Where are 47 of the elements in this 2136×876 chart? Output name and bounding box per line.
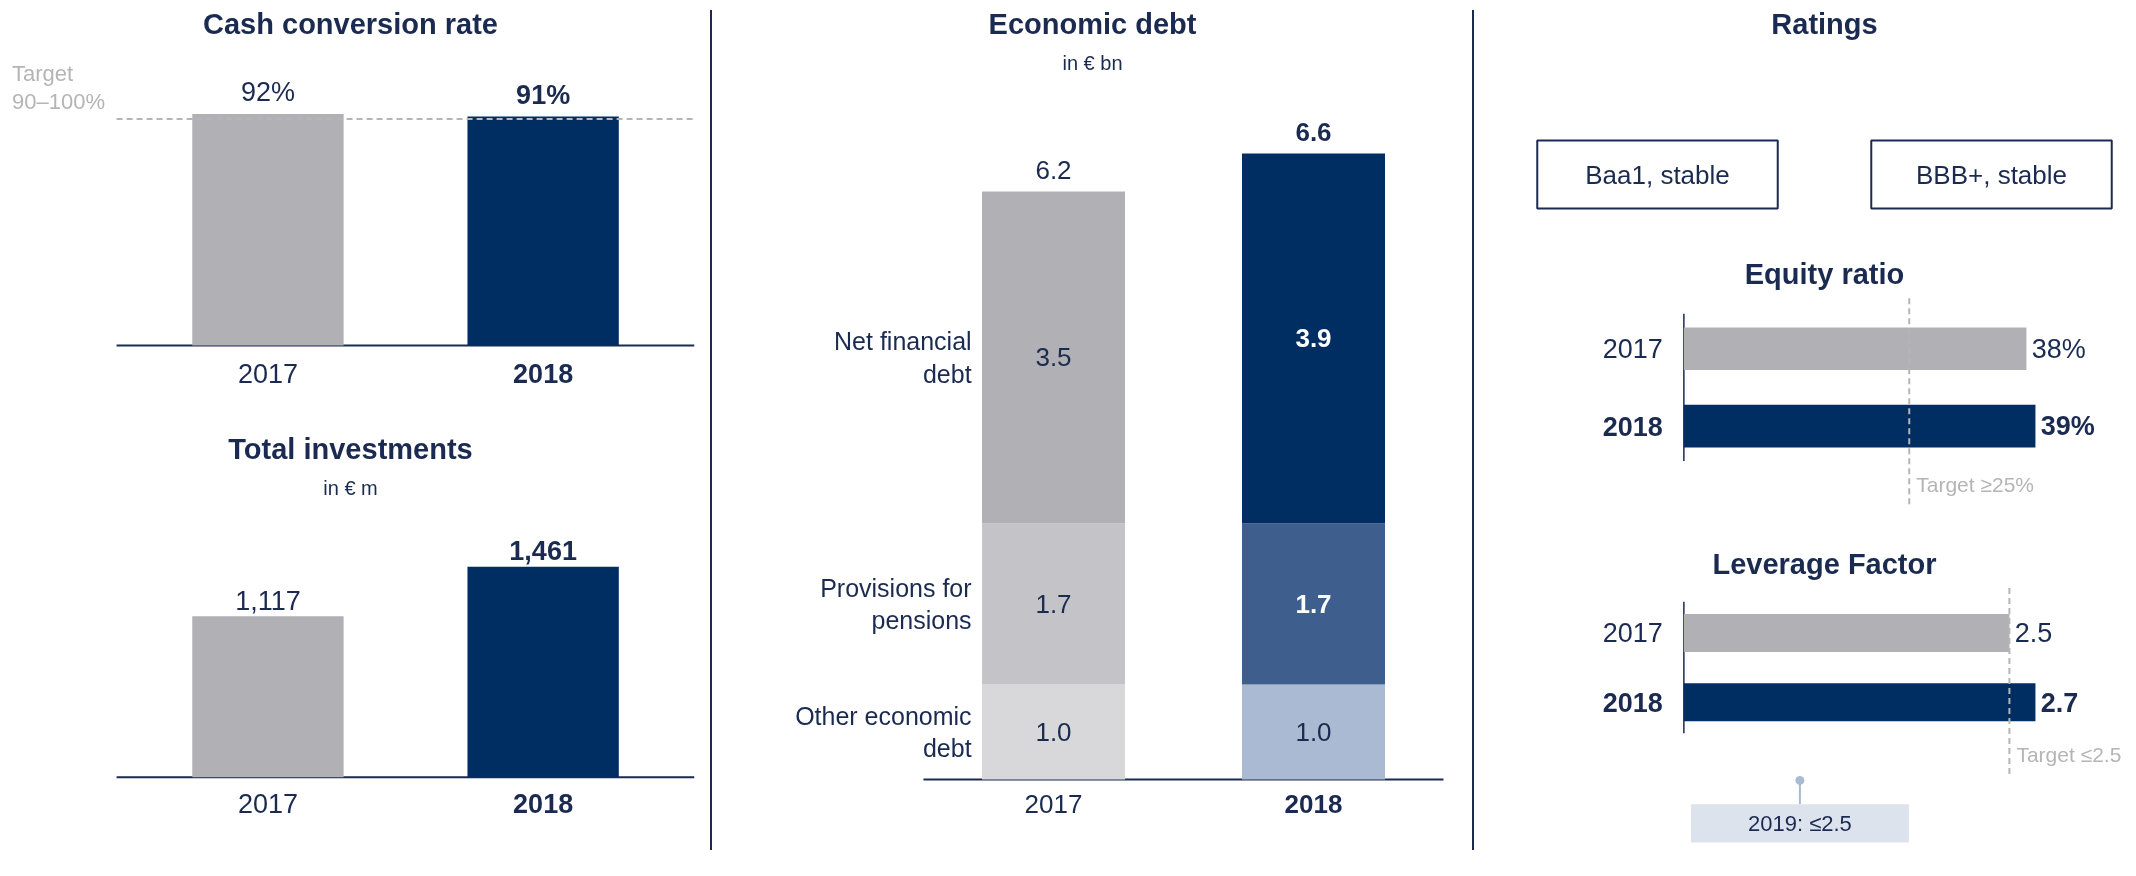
chart-title: Leverage Factor: [1712, 547, 1937, 580]
bar: [1242, 523, 1385, 685]
bar: [982, 191, 1125, 524]
bar: [982, 684, 1125, 780]
data-label: 1.0: [1295, 716, 1332, 747]
ref-line-label: Target 90–100%: [12, 60, 105, 115]
x-tick-label: 2017: [1024, 789, 1083, 820]
series-label: Net financial debt: [834, 327, 972, 388]
series-label: Provisions for pensions: [820, 573, 972, 635]
chart-title: Total investments: [228, 432, 473, 465]
chart-subtitle: in € bn: [1062, 51, 1123, 74]
chart-title: Cash conversion rate: [203, 7, 498, 40]
y-tick-label: 2017: [1602, 618, 1663, 649]
data-label: 1,461: [509, 536, 577, 567]
bar: [1242, 153, 1385, 524]
data-label: 1.7: [1295, 588, 1332, 619]
text: Ratings: [1771, 7, 1878, 40]
ref-line-label: Target ≥25%: [1916, 472, 2035, 496]
data-label: 38%: [2031, 333, 2086, 364]
y-tick-label: 2018: [1602, 687, 1663, 718]
data-label: 3.5: [1035, 342, 1072, 373]
text: 2019: ≤2.5: [1747, 810, 1852, 836]
data-label: 1.7: [1035, 588, 1072, 619]
data-label: 2.5: [2014, 618, 2053, 649]
data-label: 3.9: [1295, 323, 1332, 354]
chart-title: Equity ratio: [1744, 257, 1905, 290]
x-tick-label: 2018: [513, 788, 574, 819]
text: Baa1, stable: [1585, 159, 1730, 190]
x-tick-label: 2018: [1284, 789, 1343, 820]
total-label: 6.2: [1035, 155, 1072, 186]
data-label: 92%: [240, 77, 295, 107]
data-label: 2.7: [2040, 687, 2079, 718]
y-tick-label: 2017: [1602, 334, 1663, 365]
ref-line-label: Target ≤2.5: [2016, 742, 2122, 766]
chart-title: Economic debt: [988, 7, 1197, 40]
data-label: 1,117: [235, 585, 301, 616]
bar: [982, 523, 1125, 685]
chart-subtitle: in € m: [323, 476, 378, 499]
y-tick-label: 2018: [1602, 411, 1663, 442]
total-label: 6.6: [1295, 117, 1332, 148]
data-label: 1.0: [1035, 716, 1072, 747]
series-label: Other economic debt: [795, 701, 972, 763]
data-label: 91%: [516, 79, 571, 110]
x-tick-label: 2017: [237, 788, 298, 819]
text: BBB+, stable: [1915, 159, 2068, 190]
data-label: 39%: [2040, 411, 2095, 442]
bar: [1242, 684, 1385, 780]
